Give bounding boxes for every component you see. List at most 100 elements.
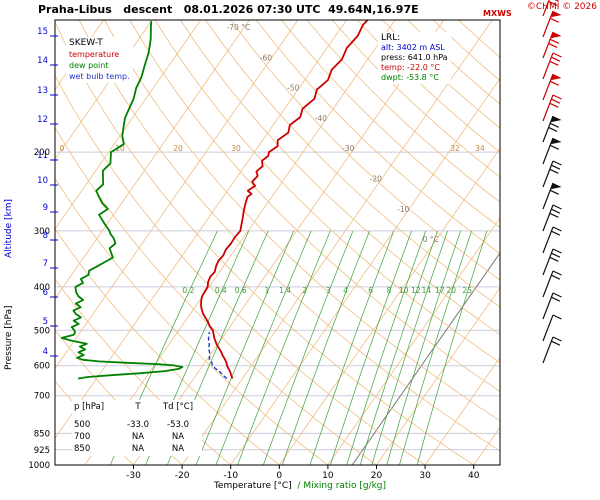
x-axis-temperature-label: Temperature [°C] <box>213 481 292 491</box>
adiabat-label: 34 <box>475 144 485 153</box>
adiabat-label: 10 <box>115 144 125 153</box>
level-table-header: p [hPa] T Td [°C] <box>74 401 200 413</box>
temp-tick: 10 <box>322 471 334 481</box>
mixing-ratio-tick: 20 <box>446 286 456 295</box>
info-pressure: press: 641.0 hPa <box>381 53 448 62</box>
mixing-ratio-tick: 14 <box>422 286 432 295</box>
mixing-ratio-tick: 1.4 <box>279 286 291 295</box>
cell: 850 <box>74 444 91 454</box>
wind-barb <box>542 31 562 59</box>
isotherm-label: -70 °C <box>227 23 251 32</box>
pressure-tick: 300 <box>34 227 50 237</box>
altitude-axis-label: Altitude [km] <box>4 198 14 258</box>
pressure-tick: 850 <box>34 429 50 439</box>
temp-tick: -10 <box>223 471 238 481</box>
table-row: 700 NA NA <box>74 431 200 443</box>
temp-tick: 20 <box>371 471 383 481</box>
altitude-tick: 5 <box>43 317 48 327</box>
wind-barb <box>542 270 562 298</box>
pressure-tick: 500 <box>34 326 50 336</box>
info-altitude: alt: 3402 m ASL <box>381 43 445 52</box>
cell: NA <box>131 432 145 442</box>
altitude-tick: 15 <box>37 27 48 37</box>
altitude-tick: 11 <box>37 151 48 161</box>
altitude-tick: 6 <box>43 288 48 298</box>
level-table: p [hPa] T Td [°C] 500 -33.0 -53.0 700 NA… <box>72 400 202 456</box>
mxws-label: MXWS <box>483 9 512 18</box>
wind-barb <box>542 160 562 188</box>
mixing-ratio-tick: 1 <box>265 286 270 295</box>
plot-border <box>54 19 501 466</box>
x-axis-mixing-label: Mixing ratio [g/kg] <box>303 481 387 491</box>
mixing-ratio-tick: 17 <box>435 286 445 295</box>
temp-tick: -30 <box>126 471 141 481</box>
altitude-tick: 10 <box>37 176 48 186</box>
adiabat-label: 30 <box>231 144 241 153</box>
adiabat-label: 32 <box>450 144 460 153</box>
isotherm-label: -60 <box>260 53 272 62</box>
wind-barb <box>542 137 562 165</box>
wind-barb <box>542 248 562 276</box>
mixing-ratio-tick: 6 <box>368 286 373 295</box>
adiabat-label: 20 <box>173 144 183 153</box>
wind-barb <box>542 204 562 232</box>
cell: NA <box>131 444 145 454</box>
cell: 700 <box>74 432 91 442</box>
isotherm-label: 0 °C <box>423 235 439 244</box>
legend-title: SKEW-T <box>69 38 103 48</box>
sounding-info-box: LRL: alt: 3402 m ASL press: 641.0 hPa te… <box>378 32 451 84</box>
altitude-tick: 8 <box>43 231 48 241</box>
legend-item-dew-point: dew point <box>69 61 109 70</box>
plot-grid: 0.2 0.4 0.6 1 1.4 2 3 4 6 8 10 12 14 17 20 25-70 °C-60-… <box>55 20 500 465</box>
altitude-tick: 12 <box>37 115 48 125</box>
mixing-ratio-tick: 12 <box>411 286 421 295</box>
temp-tick: 0 <box>276 471 282 481</box>
pressure-tick: 600 <box>34 362 50 372</box>
col-header-pressure: p [hPa] <box>74 402 105 412</box>
dew-point-curve <box>60 21 184 380</box>
info-dewpoint: dwpt: -53.8 °C <box>381 73 439 82</box>
pressure-tick: 1000 <box>28 461 50 471</box>
cell: NA <box>171 444 185 454</box>
altitude-tick: 9 <box>43 203 48 213</box>
wind-barb <box>542 94 562 122</box>
wind-barb <box>542 0 559 17</box>
cell: -33.0 <box>127 420 149 430</box>
altitude-tick: 14 <box>37 56 48 66</box>
isotherm-label: -40 <box>315 114 327 123</box>
pressure-tick: 700 <box>34 392 50 402</box>
info-temperature: temp: -22.0 °C <box>381 63 440 72</box>
legend-item-temperature: temperature <box>69 50 120 59</box>
adiabat-label: 0 <box>60 144 65 153</box>
wind-barb <box>542 115 562 143</box>
isotherm-label: -50 <box>287 84 299 93</box>
mixing-ratio-tick: 25 <box>462 286 472 295</box>
pressure-axis-label: Pressure [hPa] <box>4 305 14 370</box>
altitude-tick: 7 <box>43 259 48 269</box>
mixing-ratio-tick: 0.4 <box>215 286 227 295</box>
temperature-curve <box>200 20 369 379</box>
wind-barb <box>542 73 562 101</box>
altitude-tick: 13 <box>37 86 48 96</box>
wind-barb <box>542 314 562 342</box>
temp-tick: 30 <box>419 471 431 481</box>
col-header-dewpoint: Td [°C] <box>162 402 194 412</box>
table-row: 500 -33.0 -53.0 <box>74 419 200 431</box>
wind-barb <box>542 292 562 320</box>
mixing-ratio-tick: 4 <box>343 286 348 295</box>
col-header-temp: T <box>135 402 141 412</box>
info-box-title: LRL: <box>381 33 401 43</box>
altitude-tick: 4 <box>43 347 48 357</box>
pressure-tick: 400 <box>34 283 50 293</box>
isotherm-label: -10 <box>397 205 409 214</box>
isotherm-label: -30 <box>342 144 354 153</box>
copyright-notice: ©CHMI © 2026 <box>526 2 597 12</box>
isotherm-label: -20 <box>370 175 382 184</box>
wind-barb <box>542 336 562 364</box>
mixing-ratio-tick: 2 <box>303 286 308 295</box>
wet-bulb-curve <box>207 332 228 380</box>
mixing-ratio-tick: 0.6 <box>235 286 247 295</box>
mixing-ratio-tick: 0.2 <box>182 286 194 295</box>
mixing-ratio-tick: 8 <box>387 286 392 295</box>
